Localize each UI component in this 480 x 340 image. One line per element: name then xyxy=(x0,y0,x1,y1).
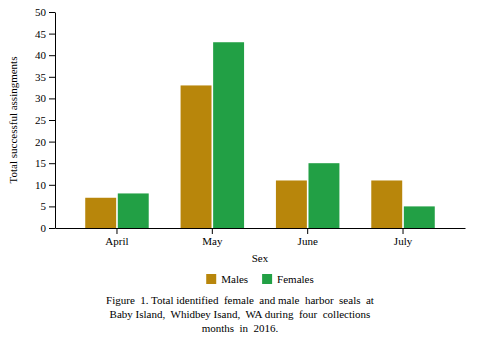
x-axis: April May June July xyxy=(56,228,466,247)
y-axis-line xyxy=(55,13,56,229)
y-tick: 20 xyxy=(35,136,55,148)
y-tick: 45 xyxy=(35,28,55,40)
y-tick-mark xyxy=(49,98,55,99)
caption: Figure 1. Total identified female and ma… xyxy=(106,294,374,334)
y-tick-mark xyxy=(49,228,55,229)
bar xyxy=(181,85,212,228)
y-tick-label: 30 xyxy=(35,92,47,104)
bar xyxy=(371,180,402,228)
x-tick-label: May xyxy=(202,235,223,247)
x-tick-mark xyxy=(212,228,213,234)
y-tick-mark xyxy=(49,12,55,13)
legend-label: Males xyxy=(221,273,248,285)
bars xyxy=(85,42,435,228)
y-tick-mark xyxy=(49,206,55,207)
y-tick-label: 50 xyxy=(35,6,47,18)
y-tick-label: 0 xyxy=(41,222,47,234)
y-axis: 0 5 10 15 20 25 30 35 40 45 50 xyxy=(35,6,56,234)
y-tick-label: 5 xyxy=(41,200,47,212)
y-tick-mark xyxy=(49,77,55,78)
y-tick-label: 15 xyxy=(35,157,47,169)
legend: Males Females xyxy=(206,273,314,285)
y-tick: 5 xyxy=(41,200,56,212)
y-tick: 25 xyxy=(35,114,55,126)
y-tick: 15 xyxy=(35,157,55,169)
x-tick-label: June xyxy=(298,235,318,247)
bar xyxy=(118,193,149,228)
y-tick: 35 xyxy=(35,71,55,83)
caption-line: Figure 1. Total identified female and ma… xyxy=(106,294,374,306)
y-tick: 30 xyxy=(35,92,55,104)
y-tick-mark xyxy=(49,142,55,143)
bar xyxy=(404,206,435,228)
bar xyxy=(85,198,116,228)
caption-line: months in 2016. xyxy=(202,322,279,334)
x-tick-label: April xyxy=(105,235,128,247)
bar-series xyxy=(118,42,435,228)
x-tick: June xyxy=(298,228,318,247)
x-tick-mark xyxy=(116,228,117,234)
legend-item: Females xyxy=(262,273,314,285)
legend-label: Females xyxy=(277,273,314,285)
y-tick: 50 xyxy=(35,6,55,18)
x-tick-mark xyxy=(403,228,404,234)
bar xyxy=(276,180,307,228)
plot: April May June July 0 5 10 15 20 25 30 35 40 45 50 xyxy=(35,6,466,247)
y-tick: 0 xyxy=(41,222,56,234)
y-tick: 10 xyxy=(35,179,55,191)
bar xyxy=(308,163,339,228)
y-tick-mark xyxy=(49,34,55,35)
legend-swatch xyxy=(262,274,272,284)
y-tick-label: 25 xyxy=(35,114,47,126)
y-tick-label: 20 xyxy=(35,136,47,148)
y-tick-label: 10 xyxy=(35,179,47,191)
y-tick-label: 40 xyxy=(35,49,47,61)
x-tick-label: July xyxy=(394,235,413,247)
y-tick-mark xyxy=(49,185,55,186)
x-tick: July xyxy=(394,228,413,247)
x-tick-mark xyxy=(307,228,308,234)
y-tick-label: 45 xyxy=(35,28,47,40)
y-axis-title: Total successful assingments xyxy=(7,57,19,184)
legend-swatch xyxy=(206,274,216,284)
y-tick-mark xyxy=(49,120,55,121)
legend-item: Males xyxy=(206,273,248,285)
y-tick-mark xyxy=(49,163,55,164)
x-axis-title: Sex xyxy=(252,252,269,264)
y-tick: 40 xyxy=(35,49,55,61)
y-tick-label: 35 xyxy=(35,71,47,83)
caption-line: Baby Island, Whidbey Isand, WA during fo… xyxy=(110,308,371,320)
chart: April May June July 0 5 10 15 20 25 30 35 40 45 50 Tota… xyxy=(0,0,480,340)
y-tick-mark xyxy=(49,55,55,56)
bar xyxy=(213,42,244,228)
x-tick: April xyxy=(105,228,128,247)
x-tick: May xyxy=(202,228,223,247)
